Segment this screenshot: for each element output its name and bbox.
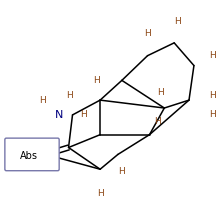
Text: H: H <box>118 167 125 176</box>
Text: H: H <box>209 110 216 119</box>
Text: H: H <box>158 88 164 97</box>
Text: H: H <box>144 29 151 38</box>
Text: N: N <box>55 110 64 120</box>
Text: H: H <box>174 17 180 26</box>
FancyBboxPatch shape <box>5 138 59 171</box>
Text: H: H <box>97 189 103 198</box>
Text: H: H <box>209 51 216 60</box>
Text: H: H <box>155 117 161 126</box>
Text: H: H <box>81 110 87 119</box>
Text: Abs: Abs <box>20 151 38 161</box>
Text: H: H <box>93 76 100 85</box>
Text: H: H <box>39 96 46 105</box>
Text: H: H <box>66 91 73 100</box>
Text: H: H <box>209 91 216 100</box>
